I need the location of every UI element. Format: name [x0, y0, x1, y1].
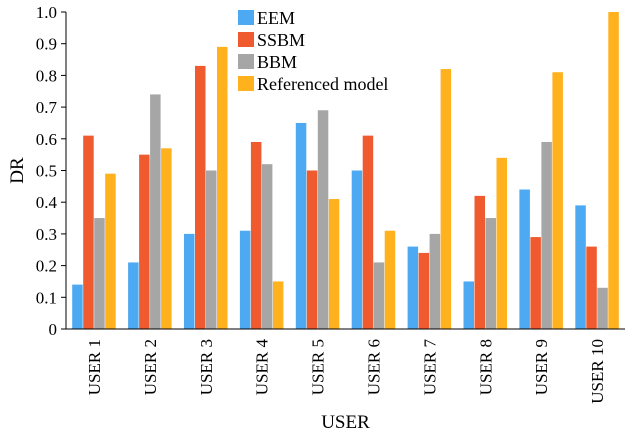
legend-item: Referenced model	[238, 74, 388, 94]
y-tick-label: 0.7	[36, 98, 58, 117]
bar-referenced-model	[161, 148, 172, 329]
x-tick-label: USER 7	[420, 339, 439, 396]
plot-area	[72, 12, 619, 330]
bar-referenced-model	[105, 173, 116, 329]
bar-bbm	[150, 94, 161, 329]
bar-eem	[184, 233, 195, 329]
x-tick-label: USER 8	[476, 339, 495, 395]
bar-ssbm	[362, 135, 374, 329]
bar-referenced-model	[552, 72, 563, 329]
y-tick-label: 0.8	[36, 66, 57, 85]
bar-referenced-model	[608, 12, 619, 329]
legend-label: BBM	[257, 52, 297, 72]
legend-item: EEM	[238, 8, 295, 28]
x-tick-label: USER 9	[532, 339, 551, 395]
bar-bbm	[94, 218, 105, 329]
bar-bbm	[541, 141, 552, 329]
bar-eem	[128, 262, 139, 329]
bar-referenced-model	[328, 199, 340, 329]
x-tick-label: USER 5	[309, 339, 328, 395]
category-group	[184, 46, 228, 330]
y-axis-title: DR	[7, 157, 28, 184]
category-group	[72, 135, 116, 329]
bar-eem	[351, 170, 363, 329]
bar-bbm	[429, 233, 441, 329]
bar-bbm	[485, 218, 496, 329]
bar-ssbm	[306, 170, 318, 329]
y-tick-label: 0.6	[36, 130, 57, 149]
bar-eem	[575, 205, 586, 329]
category-group	[519, 72, 563, 329]
legend-item: BBM	[238, 52, 297, 72]
x-tick-label: USER 4	[253, 339, 272, 396]
bar-eem	[72, 284, 83, 329]
x-tick-label: USER 3	[197, 339, 216, 395]
bar-ssbm	[530, 237, 541, 329]
legend-swatch	[238, 54, 254, 69]
legend-item: SSBM	[238, 30, 305, 50]
x-tick-label: USER 6	[364, 339, 383, 395]
y-tick-label: 0.3	[36, 225, 57, 244]
category-group	[463, 157, 507, 329]
bar-referenced-model	[440, 69, 452, 329]
x-tick-label: USER 10	[588, 339, 607, 404]
y-tick-label: 1.0	[36, 3, 57, 22]
bar-ssbm	[586, 246, 597, 329]
bar-ssbm	[250, 141, 262, 329]
category-group	[295, 110, 340, 330]
bar-bbm	[597, 287, 608, 329]
x-tick-label: USER 1	[85, 339, 104, 395]
bar-ssbm	[474, 195, 485, 329]
bar-bbm	[206, 170, 217, 329]
bar-referenced-model	[272, 281, 284, 329]
bar-eem	[407, 246, 419, 329]
legend-label: EEM	[257, 8, 295, 28]
y-tick-label: 0.5	[36, 162, 57, 181]
bar-eem	[519, 189, 530, 329]
category-group	[407, 69, 452, 329]
bar-ssbm	[83, 135, 94, 329]
y-tick-label: 0.2	[36, 257, 57, 276]
legend-label: SSBM	[257, 30, 305, 50]
y-tick-label: 0.4	[36, 193, 58, 212]
y-tick-label: 0	[49, 320, 58, 339]
category-group	[239, 141, 284, 329]
bar-eem	[239, 230, 251, 329]
bar-eem	[295, 122, 307, 329]
legend-swatch	[238, 76, 254, 91]
bar-bbm	[373, 262, 385, 329]
y-axis-ticks: 0 0.1 0.2 0.3 0.4 0.5 0.6 0.7 0.8 0.9 1.0	[36, 3, 66, 339]
bar-referenced-model	[384, 230, 396, 329]
x-axis-title: USER	[321, 412, 370, 433]
category-group	[575, 12, 619, 329]
bar-eem	[463, 281, 474, 329]
legend-label: Referenced model	[257, 74, 388, 94]
legend-swatch	[238, 10, 254, 25]
bar-referenced-model	[217, 46, 228, 330]
y-tick-label: 0.9	[36, 35, 57, 54]
legend-swatch	[238, 32, 254, 47]
bar-ssbm	[195, 65, 206, 329]
bar-ssbm	[139, 154, 150, 329]
bar-ssbm	[418, 252, 430, 329]
bar-bbm	[317, 110, 329, 330]
category-group	[351, 135, 396, 329]
x-tick-label: USER 2	[141, 339, 160, 395]
bar-referenced-model	[496, 157, 507, 329]
bar-bbm	[261, 164, 273, 329]
y-tick-label: 0.1	[36, 288, 57, 307]
x-axis-tick-labels: USER 1 USER 2 USER 3 USER 4 USER 5 USER 6 USER…	[85, 339, 607, 404]
category-group	[128, 94, 172, 329]
